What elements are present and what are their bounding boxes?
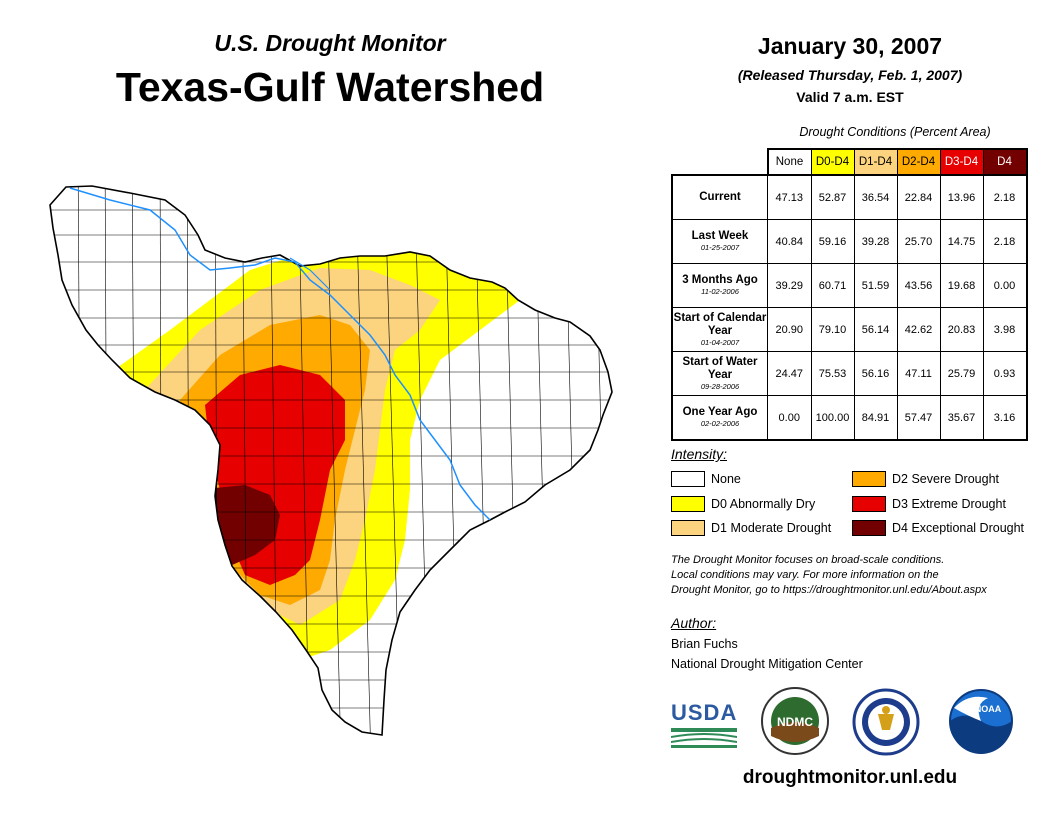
commerce-seal (852, 688, 920, 756)
table-row: Last Week 01-25-2007 40.84 59.16 39.28 25… (671, 219, 1028, 264)
table-cell: 60.71 (810, 263, 855, 308)
legend-swatch (852, 520, 886, 536)
table-cell: 22.84 (896, 174, 941, 220)
legend-swatch (671, 520, 705, 536)
col-header-d2-d4: D2-D4 (896, 148, 941, 176)
table-cell: 2.18 (982, 219, 1028, 264)
table-cell: 24.47 (767, 351, 812, 396)
table-row: Start of Calendar Year 01-04-2007 20.90 7… (671, 307, 1028, 352)
table-cell: 25.79 (939, 351, 984, 396)
legend-label: D1 Moderate Drought (711, 521, 832, 535)
author-org: National Drought Mitigation Center (671, 657, 863, 671)
legend-label: D2 Severe Drought (892, 472, 1000, 486)
ndmc-logo-text: NDMC (777, 715, 813, 729)
note-line: The Drought Monitor focuses on broad-sca… (671, 554, 945, 566)
table-caption: Drought Conditions (Percent Area) (799, 125, 991, 139)
table-cell: 0.00 (982, 263, 1028, 308)
col-header-none: None (766, 148, 812, 176)
table-cell: 40.84 (767, 219, 812, 264)
table-cell: 47.13 (767, 174, 812, 220)
table-row: One Year Ago 02-02-2006 0.00 100.00 84.91… (671, 395, 1028, 441)
author-label: Author: (671, 615, 717, 631)
table-cell: 13.96 (939, 174, 984, 220)
table-row: Start of Water Year 09-28-2006 24.47 75.5… (671, 351, 1028, 396)
table-cell: 0.93 (982, 351, 1028, 396)
footer-url[interactable]: droughtmonitor.unl.edu (742, 767, 958, 788)
table-cell: 42.62 (896, 307, 941, 352)
legend-title: Intensity: (671, 446, 728, 462)
table-cell: 19.68 (939, 263, 984, 308)
report-date: January 30, 2007 (757, 33, 943, 59)
table-cell: 47.11 (896, 351, 941, 396)
table-cell: 25.70 (896, 219, 941, 264)
map-title: Texas-Gulf Watershed (115, 64, 545, 110)
col-header-d1-d4: D1-D4 (853, 148, 898, 176)
legend-label: D0 Abnormally Dry (711, 497, 816, 511)
table-cell: 36.54 (853, 174, 898, 220)
table-cell: 20.90 (767, 307, 812, 352)
col-header-d4: D4 (982, 148, 1028, 176)
author-name: Brian Fuchs (671, 637, 738, 651)
col-header-d0-d4: D0-D4 (810, 148, 855, 176)
table-cell: 100.00 (810, 395, 855, 441)
table-cell: 43.56 (896, 263, 941, 308)
table-cell: 75.53 (810, 351, 855, 396)
drought-conditions-table: None D0-D4 D1-D4 D2-D4 D3-D4 D4 Current … (671, 148, 1028, 441)
row-label: One Year Ago 02-02-2006 (671, 395, 768, 441)
usda-logo-hills (671, 728, 737, 748)
table-cell: 20.83 (939, 307, 984, 352)
table-cell: 52.87 (810, 174, 855, 220)
table-cell: 56.16 (853, 351, 898, 396)
note-line: Local conditions may vary. For more info… (671, 569, 939, 581)
row-label: Current (671, 174, 768, 220)
table-cell: 2.18 (982, 174, 1028, 220)
table-cell: 39.29 (767, 263, 812, 308)
table-cell: 39.28 (853, 219, 898, 264)
table-row: Current 47.13 52.87 36.54 22.84 13.96 2.… (671, 174, 1028, 220)
noaa-logo-text: NOAA (975, 704, 1002, 714)
map-subtitle: U.S. Drought Monitor (214, 30, 446, 56)
legend-label: D3 Extreme Drought (892, 497, 1006, 511)
row-label: Start of Calendar Year 01-04-2007 (671, 307, 768, 352)
table-corner (672, 149, 768, 175)
table-row: 3 Months Ago 11-02-2006 39.29 60.71 51.59… (671, 263, 1028, 308)
disclaimer-note: The Drought Monitor focuses on broad-sca… (671, 553, 1041, 598)
table-cell: 84.91 (853, 395, 898, 441)
row-label: Last Week 01-25-2007 (671, 219, 768, 264)
legend-swatch (671, 471, 705, 487)
table-cell: 51.59 (853, 263, 898, 308)
legend-swatch (852, 496, 886, 512)
valid-time: Valid 7 a.m. EST (796, 89, 904, 105)
table-cell: 3.98 (982, 307, 1028, 352)
row-label: 3 Months Ago 11-02-2006 (671, 263, 768, 308)
usda-logo: USDA (671, 700, 738, 725)
legend-label: D4 Exceptional Drought (892, 521, 1025, 535)
table-cell: 35.67 (939, 395, 984, 441)
table-cell: 56.14 (853, 307, 898, 352)
legend-label: None (711, 472, 741, 486)
table-cell: 57.47 (896, 395, 941, 441)
table-cell: 3.16 (982, 395, 1028, 441)
table-cell: 14.75 (939, 219, 984, 264)
note-line: Drought Monitor, go to https://droughtmo… (671, 584, 987, 596)
legend-swatch (671, 496, 705, 512)
col-header-d3-d4: D3-D4 (939, 148, 984, 176)
table-cell: 0.00 (767, 395, 812, 441)
table-cell: 79.10 (810, 307, 855, 352)
noaa-logo: NOAA (949, 689, 1013, 754)
ndmc-logo: NDMC (761, 687, 829, 755)
legend-swatch (852, 471, 886, 487)
release-date: (Released Thursday, Feb. 1, 2007) (737, 67, 963, 83)
row-label: Start of Water Year 09-28-2006 (671, 351, 768, 396)
drought-map (49, 185, 613, 736)
table-cell: 59.16 (810, 219, 855, 264)
